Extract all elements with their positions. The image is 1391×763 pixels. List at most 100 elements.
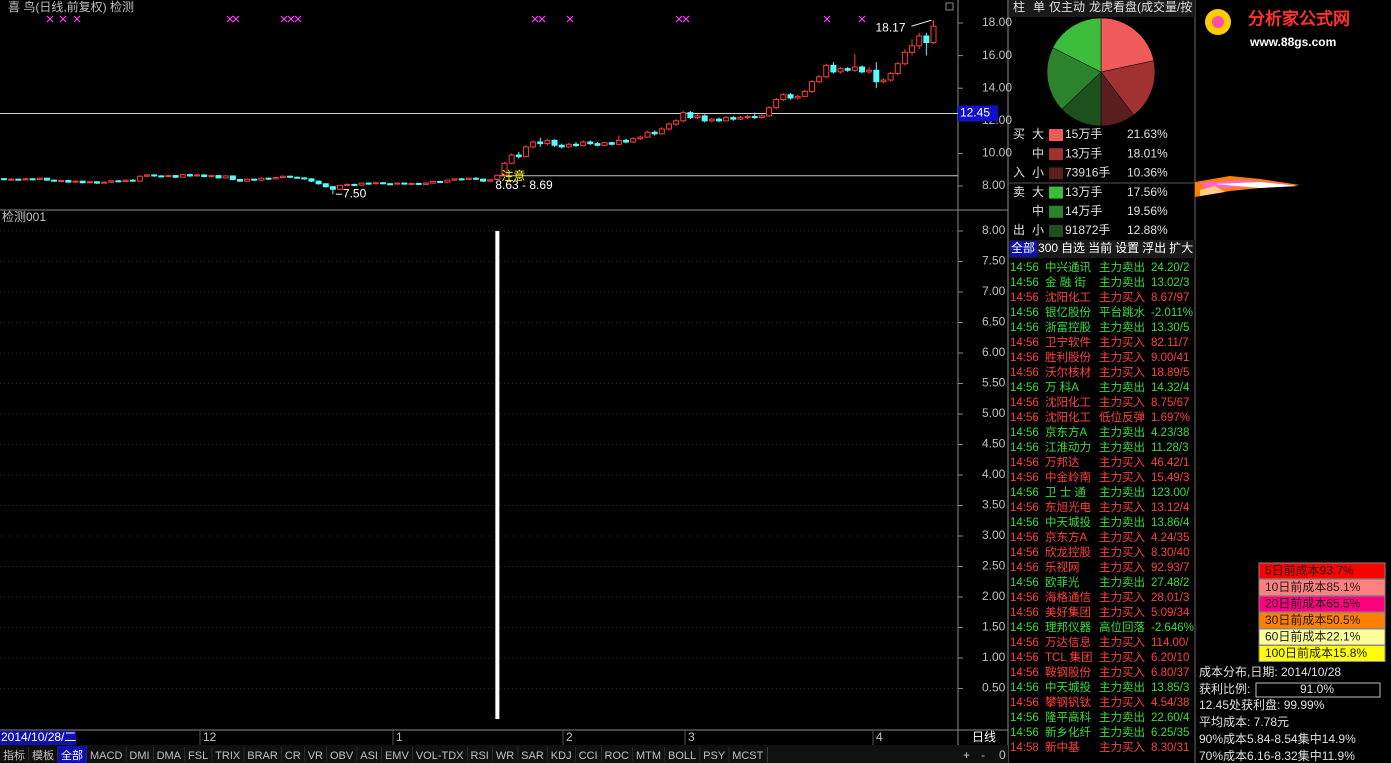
flow-volume: 13万手 xyxy=(1065,146,1102,160)
toolbar-tab-bg[interactable] xyxy=(185,746,213,763)
toolbar-tab-bg[interactable] xyxy=(601,746,633,763)
toolbar-tab[interactable]: VOL-TDX xyxy=(416,750,464,762)
radar-cell: 4.23/38 xyxy=(1151,427,1189,439)
radar-cell: 胜利股份 xyxy=(1045,350,1091,364)
toolbar-tab[interactable]: CCI xyxy=(579,750,598,762)
candle-body xyxy=(730,117,737,120)
toolbar-tab-bg[interactable] xyxy=(412,746,468,763)
toolbar-tab-bg[interactable] xyxy=(29,746,58,763)
radar-tab[interactable]: 扩大 xyxy=(1169,241,1193,255)
toolbar-tab-bg[interactable] xyxy=(58,746,87,763)
toolbar-tab[interactable]: ASI xyxy=(360,750,378,762)
radar-cell: 主力卖出 xyxy=(1099,710,1145,724)
toolbar-tab-bg[interactable] xyxy=(153,746,186,763)
panel-tab[interactable]: 柱 xyxy=(1013,0,1025,14)
toolbar-tab-bg[interactable] xyxy=(304,746,327,763)
time-label: 4 xyxy=(876,730,883,744)
radar-cell: -2.011% xyxy=(1151,307,1193,319)
radar-tab[interactable]: 设置 xyxy=(1115,241,1139,255)
toolbar-tab-bg[interactable] xyxy=(126,746,154,763)
candle-body xyxy=(794,95,801,99)
radar-tab[interactable]: 浮出 xyxy=(1142,241,1166,255)
toolbar-tab[interactable]: 全部 xyxy=(61,748,83,762)
toolbar-tab-bg[interactable] xyxy=(632,746,666,763)
radar-tab-bg[interactable] xyxy=(1168,241,1196,257)
toolbar-tab-bg[interactable] xyxy=(327,746,358,763)
panel-tab[interactable]: 龙虎看盘(成交量/按 xyxy=(1089,0,1192,14)
zoom-button[interactable]: 0 xyxy=(999,748,1006,762)
radar-cell: 14:56 xyxy=(1010,367,1039,379)
toolbar-tab[interactable]: ROC xyxy=(605,750,630,762)
window-icon[interactable] xyxy=(945,2,954,11)
toolbar-tab-bg[interactable] xyxy=(700,746,730,763)
radar-tab[interactable]: 300 xyxy=(1038,241,1058,255)
radar-tab-bg[interactable] xyxy=(1141,241,1169,257)
toolbar-tab[interactable]: CR xyxy=(285,750,301,762)
candle-body xyxy=(480,178,487,182)
toolbar-tab-bg[interactable] xyxy=(244,746,282,763)
toolbar-tab[interactable]: DMA xyxy=(157,750,182,762)
toolbar-tab[interactable]: 指标 xyxy=(3,748,25,762)
toolbar-tab-bg[interactable] xyxy=(212,746,245,763)
toolbar-tab-bg[interactable] xyxy=(0,746,29,763)
radar-tab-bg[interactable] xyxy=(1010,241,1038,257)
toolbar-tab[interactable]: PSY xyxy=(703,750,726,762)
toolbar-tab-bg[interactable] xyxy=(381,746,413,763)
radar-tab[interactable]: 全部 xyxy=(1011,240,1035,255)
toolbar-tab-bg[interactable] xyxy=(547,746,576,763)
candle-body xyxy=(630,138,637,143)
candle-body xyxy=(22,178,29,181)
date-label: 2014/10/28/二 xyxy=(1,730,76,744)
toolbar-tab[interactable]: MCST xyxy=(732,750,763,762)
candle-body xyxy=(651,131,658,135)
flow-size: 大 xyxy=(1032,185,1044,199)
toolbar-tab-bg[interactable] xyxy=(518,746,548,763)
price-tag xyxy=(958,105,998,122)
toolbar-tab-bg[interactable] xyxy=(87,746,127,763)
toolbar-tab-bg[interactable] xyxy=(729,746,768,763)
toolbar-tab[interactable]: RSI xyxy=(471,750,489,762)
flow-size: 中 xyxy=(1032,145,1044,160)
panel-tab[interactable]: 仅主动 xyxy=(1049,0,1085,14)
toolbar-tab-bg[interactable] xyxy=(492,746,519,763)
toolbar-tab-bg[interactable] xyxy=(357,746,382,763)
toolbar-tab[interactable]: MTM xyxy=(636,750,661,762)
toolbar-tab[interactable]: DMI xyxy=(129,750,149,762)
radar-tab-bg[interactable] xyxy=(1114,241,1142,257)
zoom-button[interactable]: - xyxy=(981,748,985,762)
toolbar-tab-bg[interactable] xyxy=(467,746,493,763)
toolbar-tab[interactable]: MACD xyxy=(90,750,122,762)
radar-tab[interactable]: 当前 xyxy=(1088,240,1112,255)
toolbar-tab-bg[interactable] xyxy=(575,746,602,763)
toolbar-tab[interactable]: KDJ xyxy=(551,750,572,762)
zoom-button[interactable]: + xyxy=(963,748,970,762)
radar-tab-bg[interactable] xyxy=(1060,241,1088,257)
radar-cell: 中金岭南 xyxy=(1045,470,1091,484)
toolbar-tab[interactable]: EMV xyxy=(385,750,410,762)
candle-body xyxy=(437,180,444,183)
toolbar-tab-bg[interactable] xyxy=(281,746,305,763)
candle-body xyxy=(387,183,394,186)
toolbar-tab[interactable]: FSL xyxy=(188,750,208,762)
toolbar-tab[interactable]: BRAR xyxy=(247,750,278,762)
toolbar-tab[interactable]: WR xyxy=(496,750,514,762)
candle-body xyxy=(615,139,622,145)
toolbar-tab[interactable]: VR xyxy=(308,750,323,762)
pie-slice xyxy=(1052,17,1102,73)
radar-cell: 11.28/3 xyxy=(1151,442,1189,454)
radar-tab-bg[interactable] xyxy=(1037,241,1061,257)
toolbar-tab[interactable]: BOLL xyxy=(668,750,696,762)
toolbar-tab[interactable]: SAR xyxy=(521,750,544,762)
toolbar-tab-bg[interactable] xyxy=(665,746,701,763)
toolbar-tab[interactable]: TRIX xyxy=(215,750,241,762)
radar-tab[interactable]: 自选 xyxy=(1061,241,1085,255)
panel-tab[interactable]: 单 xyxy=(1033,0,1045,14)
candle-body xyxy=(415,182,422,185)
candle-body xyxy=(458,178,465,181)
time-label: 3 xyxy=(688,730,695,744)
radar-tab-bg[interactable] xyxy=(1087,241,1115,257)
candle-body xyxy=(866,69,873,73)
logo-name: 分析家公式网 xyxy=(1248,8,1350,28)
toolbar-tab[interactable]: OBV xyxy=(330,750,354,762)
toolbar-tab[interactable]: 模板 xyxy=(32,748,54,762)
